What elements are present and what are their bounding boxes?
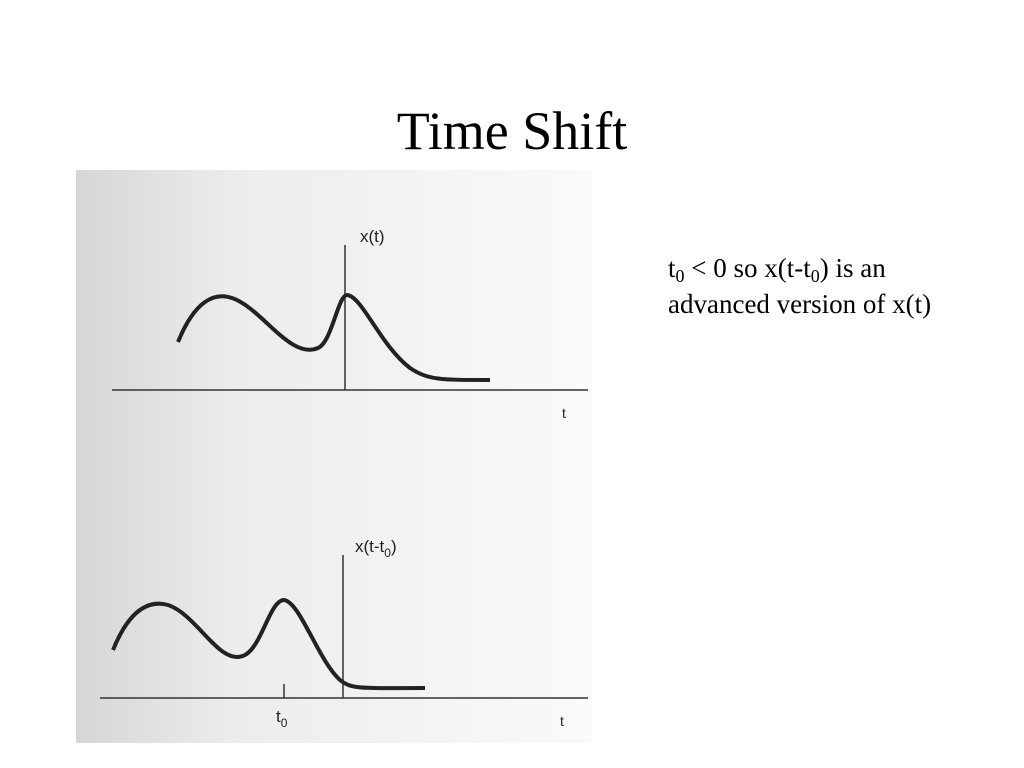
label-part: x(t-t <box>355 537 385 556</box>
note-subscript: 0 <box>675 266 685 286</box>
shift-label: t0 <box>276 707 288 730</box>
axis-label: x(t-t0) <box>355 537 397 560</box>
label-subscript: 0 <box>384 546 391 560</box>
signal-curve <box>176 292 491 382</box>
note-part: t <box>668 253 676 283</box>
time-label: t <box>562 405 566 421</box>
scan-background <box>76 170 592 743</box>
note-subscript: 0 <box>810 266 820 286</box>
note-text: t0 < 0 so x(t-t0) is an advanced version… <box>668 250 968 322</box>
slide-title: Time Shift <box>396 101 628 161</box>
label-part: t <box>276 707 281 726</box>
axis-label: x(t) <box>360 227 385 246</box>
time-label: t <box>560 713 564 729</box>
label-subscript: 0 <box>281 716 288 730</box>
label-part: ) <box>391 537 397 556</box>
note-part: ) is an advanced version of x(t) <box>668 253 932 319</box>
note-part: < 0 so x(t-t <box>684 253 811 283</box>
shifted-signal-curve <box>111 597 426 691</box>
